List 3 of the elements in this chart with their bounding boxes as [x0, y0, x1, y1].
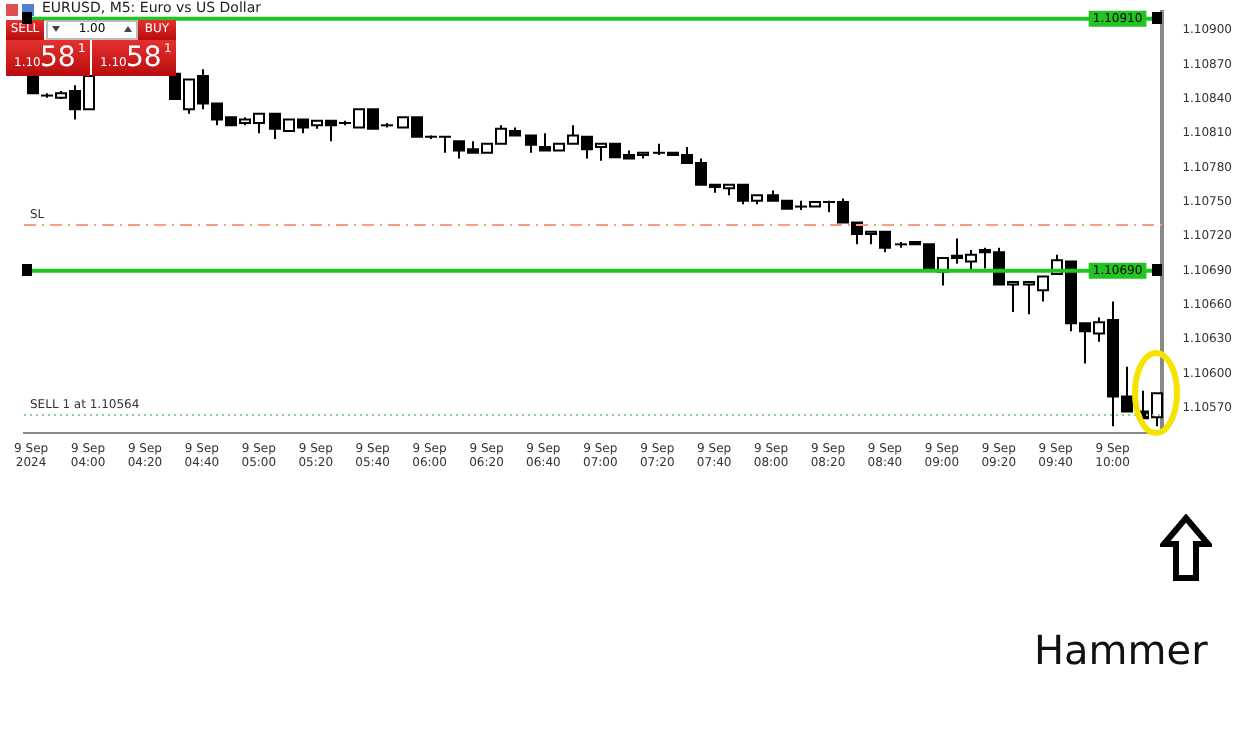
text: Hammer	[1034, 626, 1208, 674]
annotation: 58	[40, 42, 76, 74]
annotation: 58	[126, 42, 162, 74]
